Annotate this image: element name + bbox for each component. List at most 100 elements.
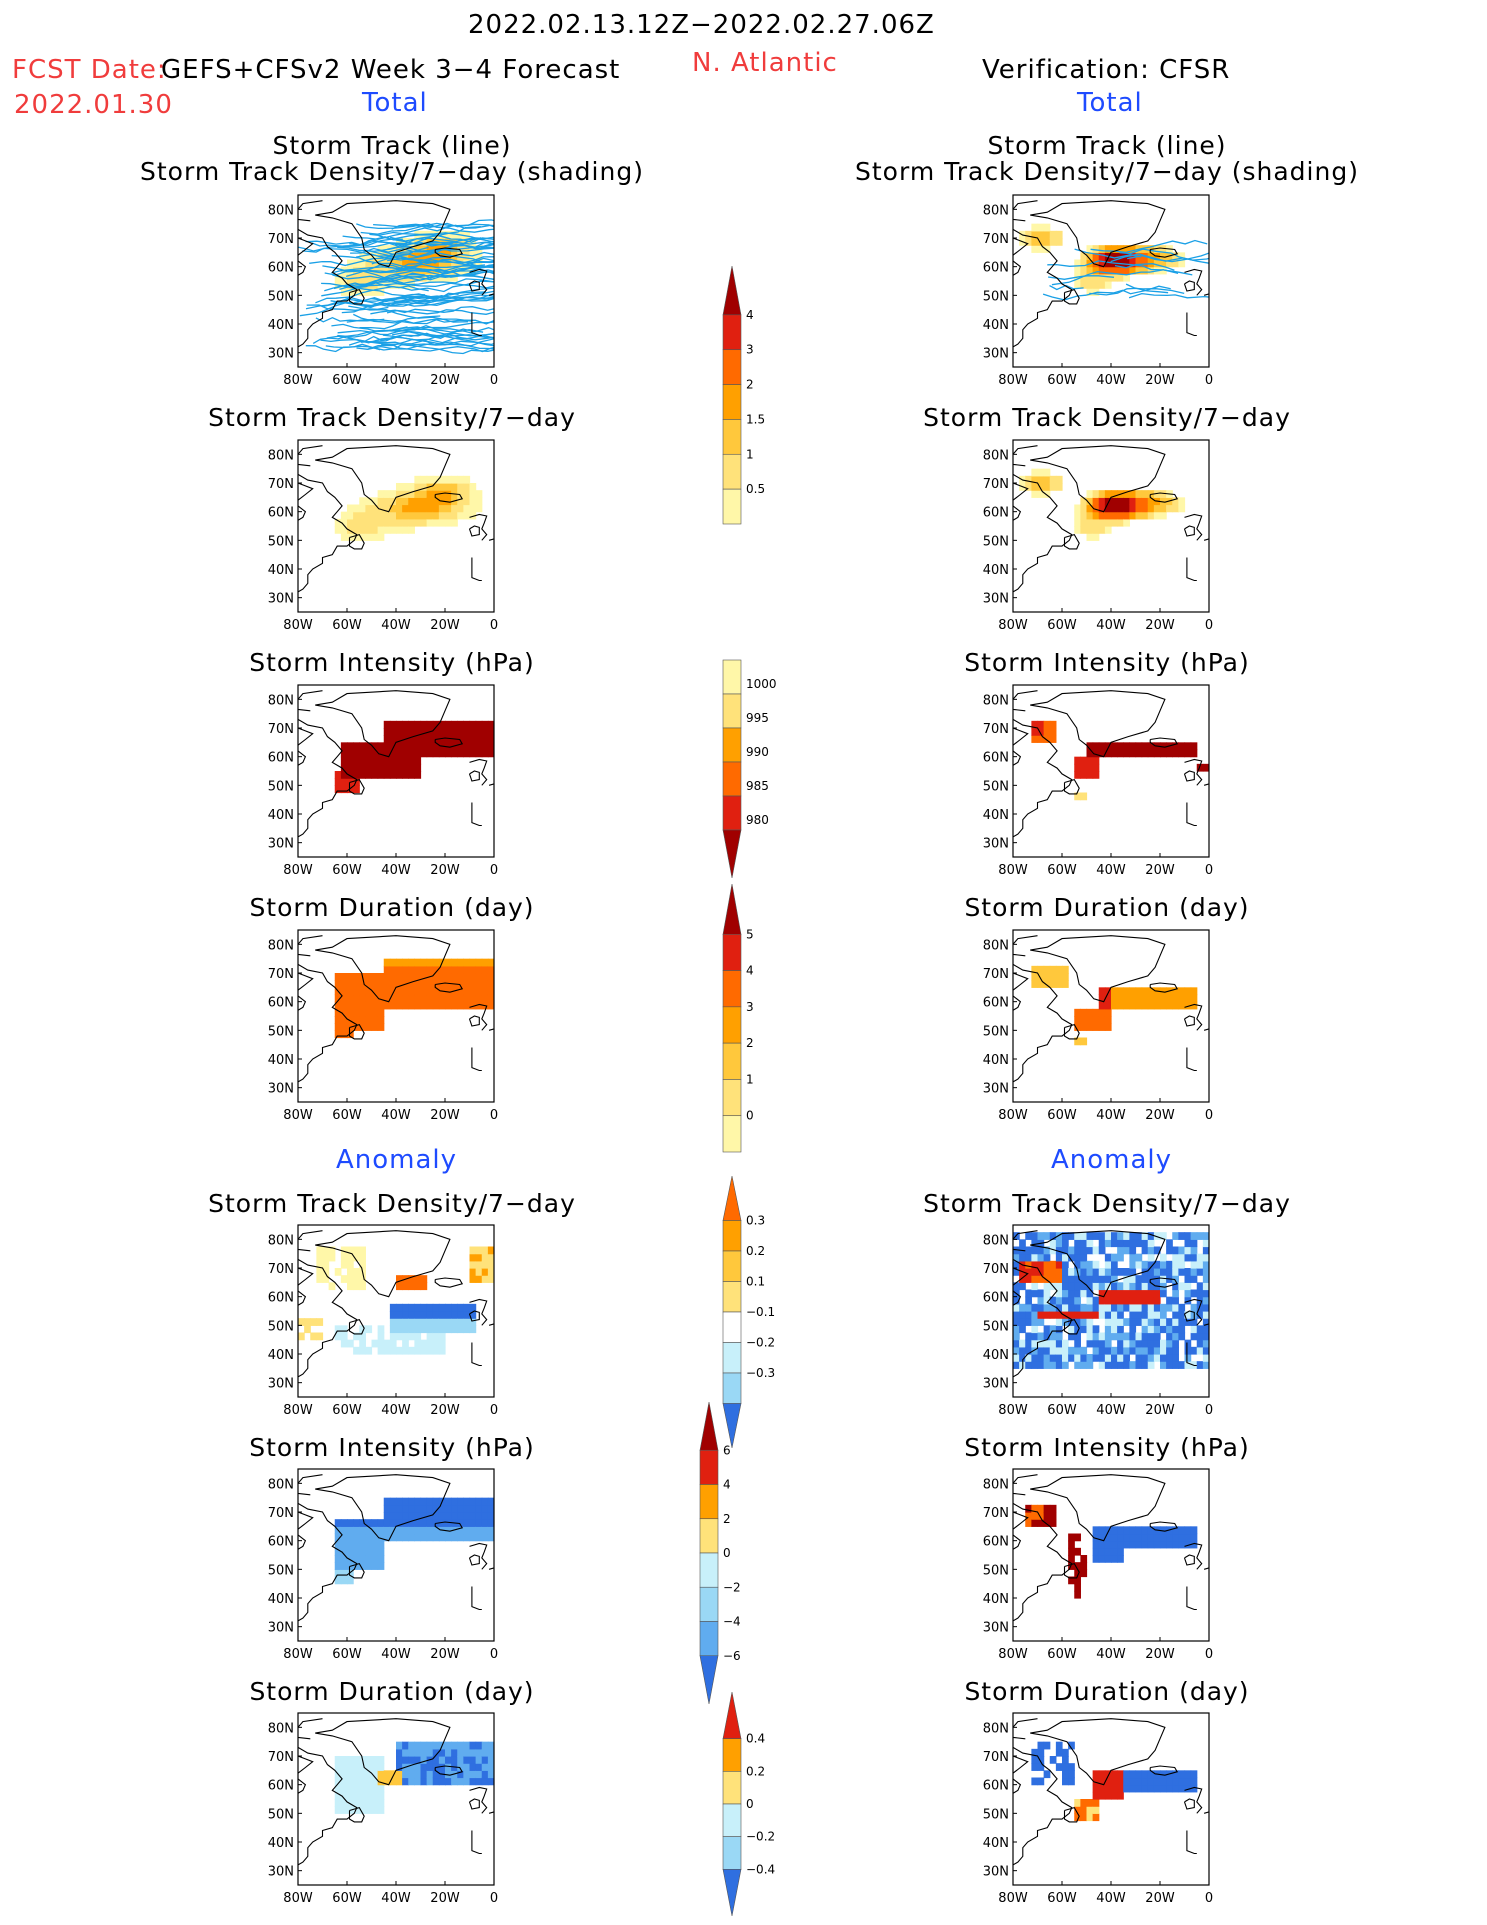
grid-cell xyxy=(1068,1741,1075,1750)
grid-cell xyxy=(1043,1512,1051,1520)
density-cell xyxy=(1025,238,1032,246)
grid-cell xyxy=(1098,1346,1106,1355)
grid-cell xyxy=(426,735,434,743)
grid-cell xyxy=(451,511,458,520)
grid-cell xyxy=(1141,1001,1149,1010)
grid-cell xyxy=(340,1246,348,1255)
grid-cell xyxy=(420,1001,428,1010)
coastline xyxy=(298,1492,311,1496)
grid-cell xyxy=(1080,1813,1088,1822)
grid-cell xyxy=(353,778,360,786)
lat-tick-label: 70N xyxy=(268,1750,294,1765)
grid-cell xyxy=(1098,1008,1106,1017)
storm-track-line xyxy=(378,249,494,263)
grid-cell xyxy=(1068,1282,1075,1291)
grid-cell xyxy=(389,497,397,506)
grid-cell xyxy=(1147,1318,1155,1326)
grid-cell xyxy=(1074,1354,1081,1362)
grid-cell xyxy=(365,771,373,779)
coastline xyxy=(298,1534,307,1550)
grid-cell xyxy=(1080,1562,1088,1570)
grid-cell xyxy=(334,980,342,988)
grid-cell xyxy=(414,511,422,520)
grid-cell xyxy=(1123,1275,1130,1283)
coastline xyxy=(315,200,451,268)
grid-cell xyxy=(1117,1533,1124,1542)
grid-cell xyxy=(359,994,366,1003)
grid-cell xyxy=(1031,973,1039,981)
grid-cell xyxy=(1104,1232,1112,1240)
grid-cell xyxy=(432,511,440,520)
grid-cell xyxy=(1031,1361,1039,1369)
grid-cell xyxy=(463,1770,471,1779)
grid-cell xyxy=(1129,1770,1137,1779)
grid-cell xyxy=(1135,1533,1143,1542)
grid-cell xyxy=(1049,735,1057,743)
grid-cell xyxy=(347,1339,354,1348)
grid-cell xyxy=(1031,1311,1039,1319)
grid-cell xyxy=(402,742,409,751)
density-cell xyxy=(420,259,428,268)
grid-cell xyxy=(1043,1253,1051,1262)
grid-cell xyxy=(1141,1318,1149,1326)
coastline xyxy=(1013,963,1073,1083)
grid-cell xyxy=(377,1016,385,1024)
grid-cell xyxy=(1068,1232,1075,1240)
grid-cell xyxy=(1068,1770,1075,1779)
grid-cell xyxy=(414,497,422,506)
grid-cell xyxy=(457,742,464,751)
density-cell xyxy=(1080,259,1088,268)
grid-cell xyxy=(1086,511,1094,520)
coastline xyxy=(298,963,358,1083)
storm-track-line xyxy=(348,305,469,323)
grid-cell xyxy=(1166,1268,1173,1276)
colorbar-swatch xyxy=(699,1449,719,1485)
grid-cell xyxy=(1184,1361,1192,1369)
lon-tick-label: 80W xyxy=(998,1647,1028,1662)
colorbar-swatch xyxy=(722,1403,742,1449)
grid-cell xyxy=(1190,1268,1198,1276)
grid-cell xyxy=(426,1001,434,1010)
grid-cell xyxy=(1092,1275,1100,1283)
grid-cell xyxy=(1104,1533,1112,1542)
grid-cell xyxy=(1043,965,1051,974)
grid-cell xyxy=(1202,1303,1209,1312)
grid-cell xyxy=(1074,1806,1081,1814)
grid-cell xyxy=(1104,1339,1112,1348)
grid-cell xyxy=(420,1526,428,1535)
density-cell xyxy=(1055,230,1063,239)
grid-cell xyxy=(347,526,354,534)
grid-cell xyxy=(383,987,391,996)
coastline xyxy=(468,1554,480,1566)
grid-cell xyxy=(340,1569,348,1578)
fcst-model-label: GEFS+CFSv2 Week 3−4 Forecast xyxy=(161,55,621,85)
grid-cell xyxy=(457,1497,464,1506)
grid-cell xyxy=(1104,1770,1112,1779)
colorbar-label: 0.5 xyxy=(746,482,765,496)
grid-cell xyxy=(1062,1311,1069,1319)
grid-cell xyxy=(445,1777,452,1786)
grid-cell xyxy=(1098,994,1106,1003)
grid-cell xyxy=(408,1318,415,1326)
grid-cell xyxy=(1098,1332,1106,1341)
grid-cell xyxy=(469,1763,477,1771)
coastline xyxy=(488,783,494,786)
lat-tick-label: 60N xyxy=(983,506,1009,521)
coastline xyxy=(1149,1277,1179,1288)
grid-cell xyxy=(451,1512,458,1520)
grid-cell xyxy=(347,504,354,513)
grid-cell xyxy=(353,785,360,794)
grid-cell xyxy=(1080,504,1088,513)
grid-cell xyxy=(353,1533,360,1542)
colorbar-swatch xyxy=(699,1518,719,1554)
grid-cell xyxy=(389,749,397,758)
density-cell xyxy=(1074,281,1081,289)
grid-cell xyxy=(1147,1246,1155,1255)
grid-cell xyxy=(1184,1540,1192,1549)
grid-cell xyxy=(1098,1268,1106,1276)
grid-cell xyxy=(408,1533,415,1542)
grid-cell xyxy=(1025,1332,1032,1341)
grid-cell xyxy=(377,511,385,520)
grid-cell xyxy=(347,1569,354,1578)
